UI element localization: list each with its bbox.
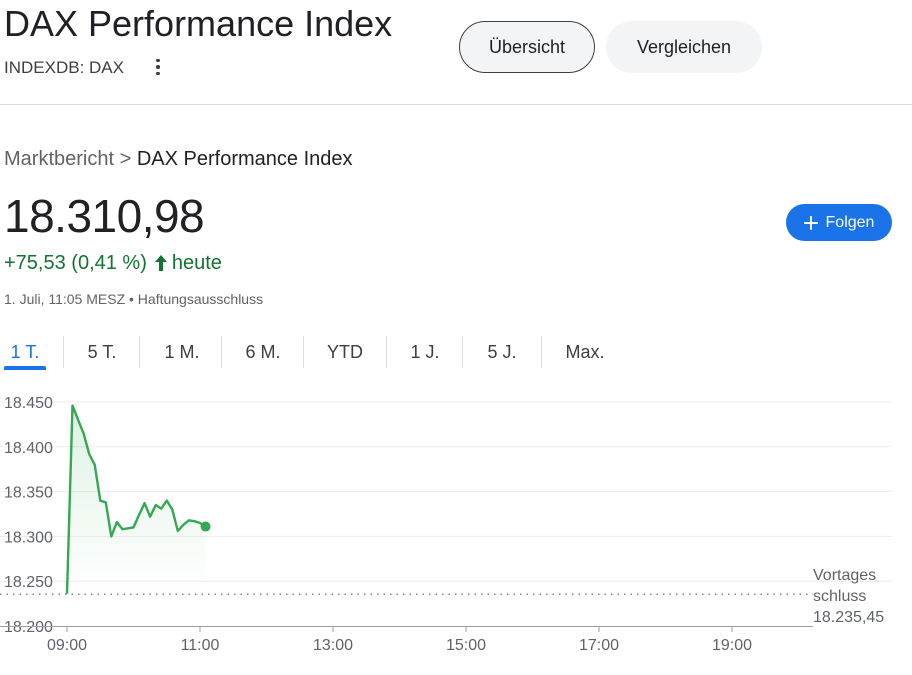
range-tab-1y[interactable]: 1 J.: [410, 341, 440, 362]
range-tab-separator: [386, 336, 387, 368]
price-line: [65, 404, 207, 594]
tab-compare-button[interactable]: Vergleichen: [606, 21, 762, 73]
arrow-up-icon: [154, 255, 167, 271]
range-tab-separator: [462, 336, 463, 368]
range-tab-separator: [221, 336, 222, 368]
range-tab-max[interactable]: Max.: [565, 341, 605, 362]
breadcrumb: Marktbericht > DAX Performance Index: [4, 147, 353, 171]
breadcrumb-link-market[interactable]: Marktbericht: [4, 148, 115, 170]
y-tick-label: 18.300: [4, 529, 53, 546]
range-tab-separator: [139, 336, 140, 368]
previous-close-label-continued: schluss: [813, 588, 866, 605]
x-tick-label: 11:00: [181, 637, 220, 654]
range-tab-separator: [63, 336, 64, 368]
x-tick-label: 17:00: [579, 637, 619, 654]
range-tab-1d[interactable]: 1 T.: [10, 341, 40, 362]
y-tick-label: 18.250: [4, 574, 53, 591]
previous-close-label: Vortages: [813, 567, 876, 584]
y-tick-label: 18.400: [4, 440, 53, 457]
tab-overview-button[interactable]: Übersicht: [459, 21, 595, 73]
x-tick-label: 19:00: [712, 637, 752, 654]
range-tab-5y[interactable]: 5 J.: [487, 341, 517, 362]
range-tab-5d[interactable]: 5 T.: [87, 341, 117, 362]
previous-close-value: 18.235,45: [813, 609, 884, 626]
range-tabs: 1 T. 5 T. 1 M. 6 M. YTD 1 J. 5 J. Max.: [0, 334, 660, 374]
active-tab-indicator: [4, 366, 46, 370]
plus-icon: [803, 215, 818, 230]
follow-button[interactable]: Folgen: [786, 204, 892, 241]
y-tick-label: 18.350: [4, 485, 53, 502]
x-tick-label: 13:00: [313, 637, 353, 654]
range-tab-1m[interactable]: 1 M.: [164, 341, 200, 362]
timestamp-disclaimer[interactable]: 1. Juli, 11:05 MESZ • Haftungsausschluss: [4, 291, 264, 307]
range-tab-6m[interactable]: 6 M.: [245, 341, 281, 362]
y-tick-label: 18.200: [4, 619, 53, 636]
y-tick-label: 18.450: [4, 395, 53, 412]
follow-button-label: Folgen: [825, 213, 875, 231]
price-change: +75,53 (0,41 %): [4, 252, 147, 274]
range-tab-separator: [541, 336, 542, 368]
current-price-dot: [200, 521, 211, 532]
price-chart[interactable]: 18.450 18.400 18.350 18.300 18.250 18.200 09:…: [0, 380, 912, 670]
more-vert-icon[interactable]: [150, 56, 166, 78]
price-change-row: +75,53 (0,41 %) heute: [4, 250, 222, 276]
x-tick-label: 15:00: [446, 637, 486, 654]
breadcrumb-separator: >: [119, 148, 132, 170]
range-tab-ytd[interactable]: YTD: [327, 341, 363, 362]
page-title: DAX Performance Index: [4, 3, 393, 44]
header-divider: [0, 104, 912, 105]
range-tab-separator: [303, 336, 304, 368]
ticker-symbol: INDEXDB: DAX: [4, 58, 124, 77]
breadcrumb-current: DAX Performance Index: [136, 148, 353, 170]
price-change-suffix: heute: [171, 252, 222, 274]
x-tick-label: 09:00: [47, 637, 87, 654]
price-value: 18.310,98: [4, 190, 205, 242]
price-area-fill: [67, 405, 206, 595]
